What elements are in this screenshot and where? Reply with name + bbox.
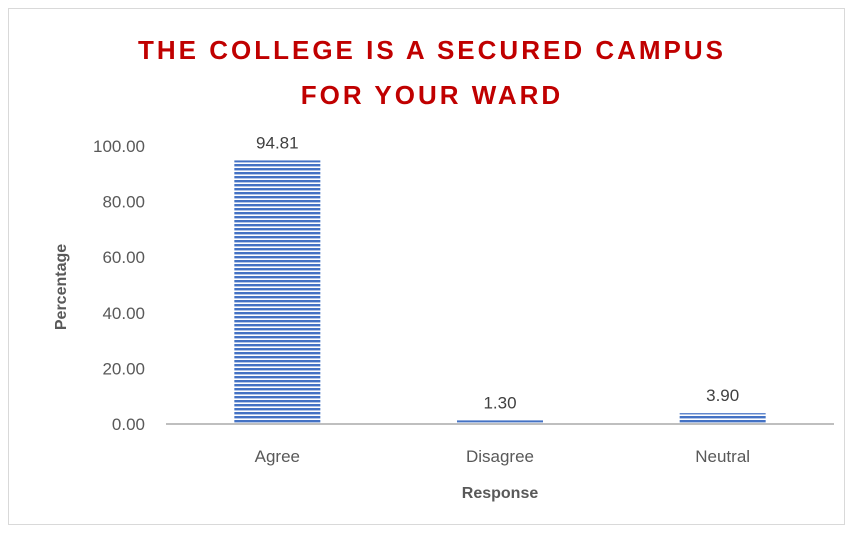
data-label: 3.90 [706,386,739,405]
x-tick-label: Agree [255,447,300,466]
chart-frame [8,8,845,525]
y-tick-label: 100.00 [93,137,145,156]
chart-title-line-2: FOR YOUR WARD [301,80,563,110]
bar-agree [234,160,321,424]
y-tick-label: 20.00 [102,359,145,378]
y-tick-label: 40.00 [102,304,145,323]
x-tick-label: Neutral [695,447,750,466]
data-label: 1.30 [483,393,516,412]
y-axis-title: Percentage [53,244,70,330]
x-axis-title: Response [462,485,539,502]
y-tick-label: 0.00 [112,415,145,434]
bar-disagree [457,420,543,424]
bar-neutral [679,413,766,424]
x-tick-label: Disagree [466,447,534,466]
chart-title-line-1: THE COLLEGE IS A SECURED CAMPUS [138,35,726,65]
y-tick-label: 80.00 [102,193,145,212]
data-label: 94.81 [256,133,299,152]
y-tick-label: 60.00 [102,248,145,267]
